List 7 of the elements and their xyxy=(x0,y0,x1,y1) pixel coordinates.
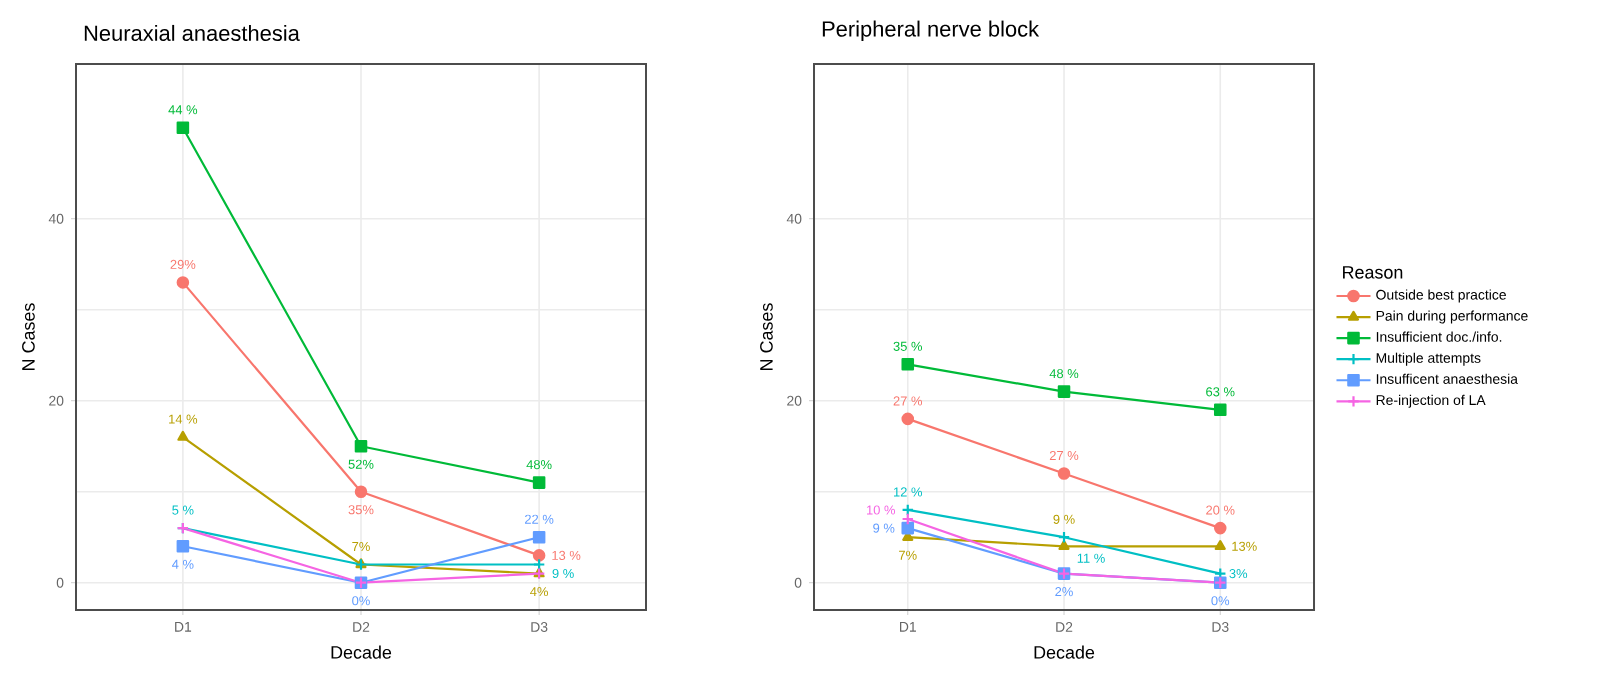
legend-title: Reason xyxy=(1343,266,1403,279)
x-axis-title: Decade xyxy=(331,645,392,659)
x-axis-title: Decade xyxy=(1034,645,1095,659)
chart-title: Peripheral nerve block xyxy=(822,20,1040,41)
y-axis-title: N Cases xyxy=(22,303,35,370)
y-axis-title: N Cases xyxy=(760,303,773,370)
chart-title: Neuraxial anaesthesia xyxy=(84,24,300,42)
